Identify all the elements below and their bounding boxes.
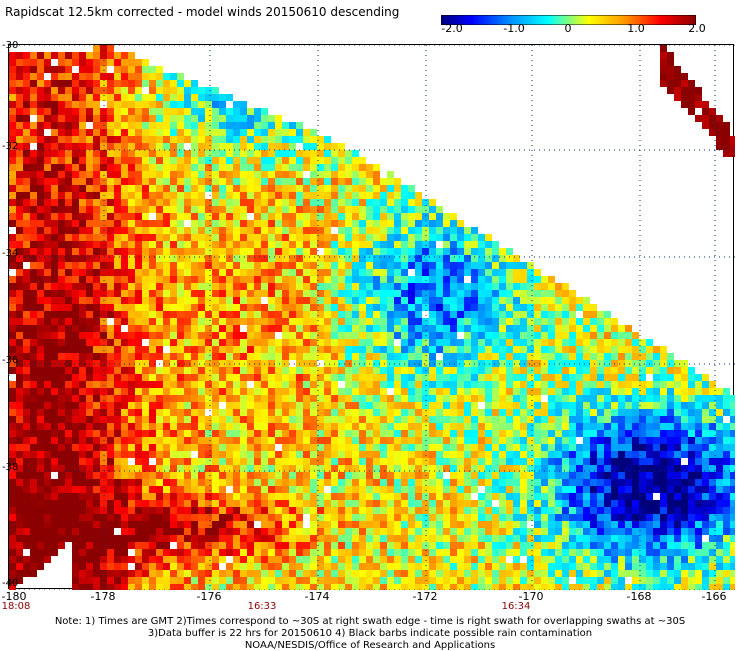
lat-label: -38 — [2, 462, 18, 473]
map-raster — [9, 45, 735, 590]
wind-difference-map — [8, 44, 734, 589]
swath-time-label: 16:34 — [502, 601, 531, 612]
lat-label: -30 — [2, 40, 18, 51]
colorbar-tick-label: -1.0 — [503, 22, 524, 35]
lon-label: -176 — [197, 590, 222, 603]
footnote-line: 3)Data buffer is 22 hrs for 20150610 4) … — [0, 628, 740, 639]
lon-label: -172 — [413, 590, 438, 603]
lon-label: -178 — [91, 590, 116, 603]
swath-time-label: 16:33 — [248, 601, 277, 612]
lat-label: -40 — [2, 578, 18, 589]
colorbar-tick-label: -2.0 — [441, 22, 462, 35]
map-title: Rapidscat 12.5km corrected - model winds… — [5, 5, 399, 19]
lon-label: -168 — [627, 590, 652, 603]
lat-label: -32 — [2, 141, 18, 152]
colorbar — [441, 10, 696, 20]
footnote-line: Note: 1) Times are GMT 2)Times correspon… — [0, 616, 740, 627]
footnote-line: NOAA/NESDIS/Office of Research and Appli… — [0, 640, 740, 651]
lat-label: -34 — [2, 248, 18, 259]
lon-label: -166 — [702, 590, 727, 603]
lat-label: -36 — [2, 355, 18, 366]
lon-label: -174 — [305, 590, 330, 603]
colorbar-tick-label: 0 — [565, 22, 572, 35]
colorbar-tick-label: 2.0 — [688, 22, 706, 35]
colorbar-tick-label: 1.0 — [627, 22, 645, 35]
swath-time-label: 18:08 — [2, 601, 31, 612]
